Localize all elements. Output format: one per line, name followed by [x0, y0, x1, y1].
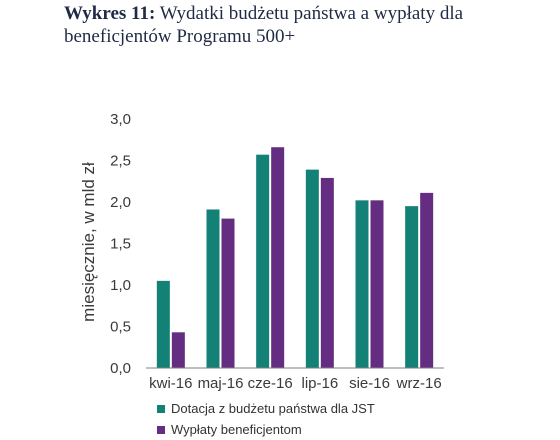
- caption-text: Wydatki budżetu państwa a wypłaty dla be…: [64, 3, 464, 47]
- legend-swatch-wyplaty: [157, 425, 165, 434]
- y-axis-label: miesięcznie, w mld zł: [79, 162, 98, 322]
- bar-chart: 0,0 0,5 1,0 1,5 2,0 2,5 3,0 kwi-16 maj-16 cze-16…: [79, 111, 444, 392]
- legend-item-wyplaty: Wypłaty beneficjentom: [157, 419, 375, 440]
- y-tick-label: 1,5: [110, 236, 131, 253]
- bar-dotacja-maj-16: [206, 209, 220, 368]
- bar-dotacja-lip-16: [305, 169, 319, 368]
- legend-swatch-dotacja: [157, 404, 165, 413]
- bar-wyplaty-wrz-16: [420, 192, 434, 368]
- bar-wyplaty-lip-16: [320, 177, 334, 368]
- chart-caption: Wykres 11: Wydatki budżetu państwa a wyp…: [64, 2, 544, 48]
- y-tick-label: 1,0: [110, 277, 131, 294]
- y-tick-label: 0,0: [110, 360, 131, 377]
- x-tick-label: kwi-16: [149, 375, 192, 392]
- bar-dotacja-cze-16: [256, 154, 270, 368]
- caption-label: Wykres 11:: [64, 3, 156, 24]
- bar-wyplaty-kwi-16: [171, 332, 185, 368]
- x-axis: kwi-16 maj-16 cze-16 lip-16 sie-16 wrz-16: [146, 367, 444, 392]
- bar-dotacja-sie-16: [355, 200, 369, 368]
- bar-wyplaty-maj-16: [221, 218, 235, 368]
- bar-wyplaty-cze-16: [271, 147, 285, 368]
- x-tick-label: wrz-16: [396, 375, 442, 392]
- legend-item-dotacja: Dotacja z budżetu państwa dla JST: [157, 398, 375, 419]
- x-tick-label: sie-16: [349, 375, 390, 392]
- x-tick-label: maj-16: [198, 375, 244, 392]
- legend: Dotacja z budżetu państwa dla JST Wypłat…: [157, 398, 375, 440]
- bar-dotacja-wrz-16: [405, 206, 419, 368]
- bar-wyplaty-sie-16: [370, 200, 384, 368]
- x-tick-label: cze-16: [248, 375, 293, 392]
- bars: [156, 147, 434, 368]
- legend-label-dotacja: Dotacja z budżetu państwa dla JST: [171, 401, 375, 416]
- legend-label-wyplaty: Wypłaty beneficjentom: [171, 422, 302, 437]
- y-tick-label: 0,5: [110, 319, 131, 336]
- y-tick-label: 2,5: [110, 153, 131, 170]
- y-axis: 0,0 0,5 1,0 1,5 2,0 2,5 3,0: [110, 111, 131, 377]
- bar-dotacja-kwi-16: [156, 280, 170, 368]
- y-tick-label: 3,0: [110, 111, 131, 128]
- x-tick-label: lip-16: [301, 375, 338, 392]
- y-tick-label: 2,0: [110, 194, 131, 211]
